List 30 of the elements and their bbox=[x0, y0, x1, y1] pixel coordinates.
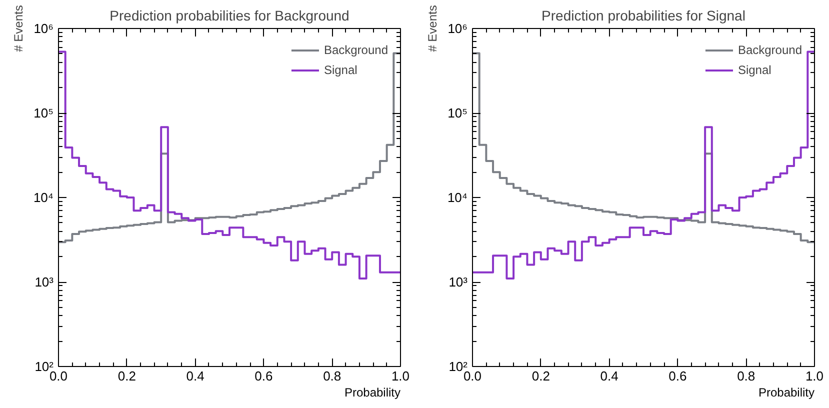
x-tick-label: 1.0 bbox=[805, 368, 824, 384]
y-tick-label: 10⁴ bbox=[447, 190, 468, 205]
y-tick-label: 10³ bbox=[34, 274, 54, 290]
y-tick-label: 10⁵ bbox=[34, 106, 54, 120]
y-tick-label: 10⁵ bbox=[448, 106, 468, 120]
x-tick-label: 0.0 bbox=[463, 368, 482, 384]
x-tick-label: 0.2 bbox=[118, 368, 136, 384]
x-tick-label: 0.0 bbox=[49, 368, 68, 384]
chart-title: Prediction probabilities for Signal bbox=[542, 8, 746, 24]
x-tick-label: 0.4 bbox=[186, 368, 204, 384]
x-tick-label: 0.8 bbox=[737, 368, 756, 384]
x-tick-label: 0.6 bbox=[254, 368, 273, 384]
legend-label: Background bbox=[738, 43, 802, 57]
x-axis-title: Probability bbox=[344, 386, 401, 400]
x-axis-title: Probability bbox=[758, 386, 815, 400]
legend-label: Signal bbox=[738, 63, 772, 77]
y-tick-label: 10³ bbox=[448, 274, 468, 290]
y-tick-label: 10⁶ bbox=[34, 21, 54, 36]
x-tick-label: 0.8 bbox=[323, 368, 342, 384]
y-axis-title: # Events bbox=[425, 5, 440, 52]
legend-label: Signal bbox=[324, 63, 358, 77]
chart-title: Prediction probabilities for Background bbox=[110, 8, 350, 24]
x-tick-label: 0.4 bbox=[600, 368, 618, 384]
legend-label: Background bbox=[324, 43, 388, 57]
y-axis-title: # Events bbox=[11, 5, 26, 52]
y-tick-label: 10⁶ bbox=[448, 21, 468, 36]
x-tick-label: 0.2 bbox=[532, 368, 550, 384]
y-tick-label: 10⁴ bbox=[33, 190, 54, 205]
x-tick-label: 1.0 bbox=[391, 368, 410, 384]
x-tick-label: 0.6 bbox=[668, 368, 687, 384]
